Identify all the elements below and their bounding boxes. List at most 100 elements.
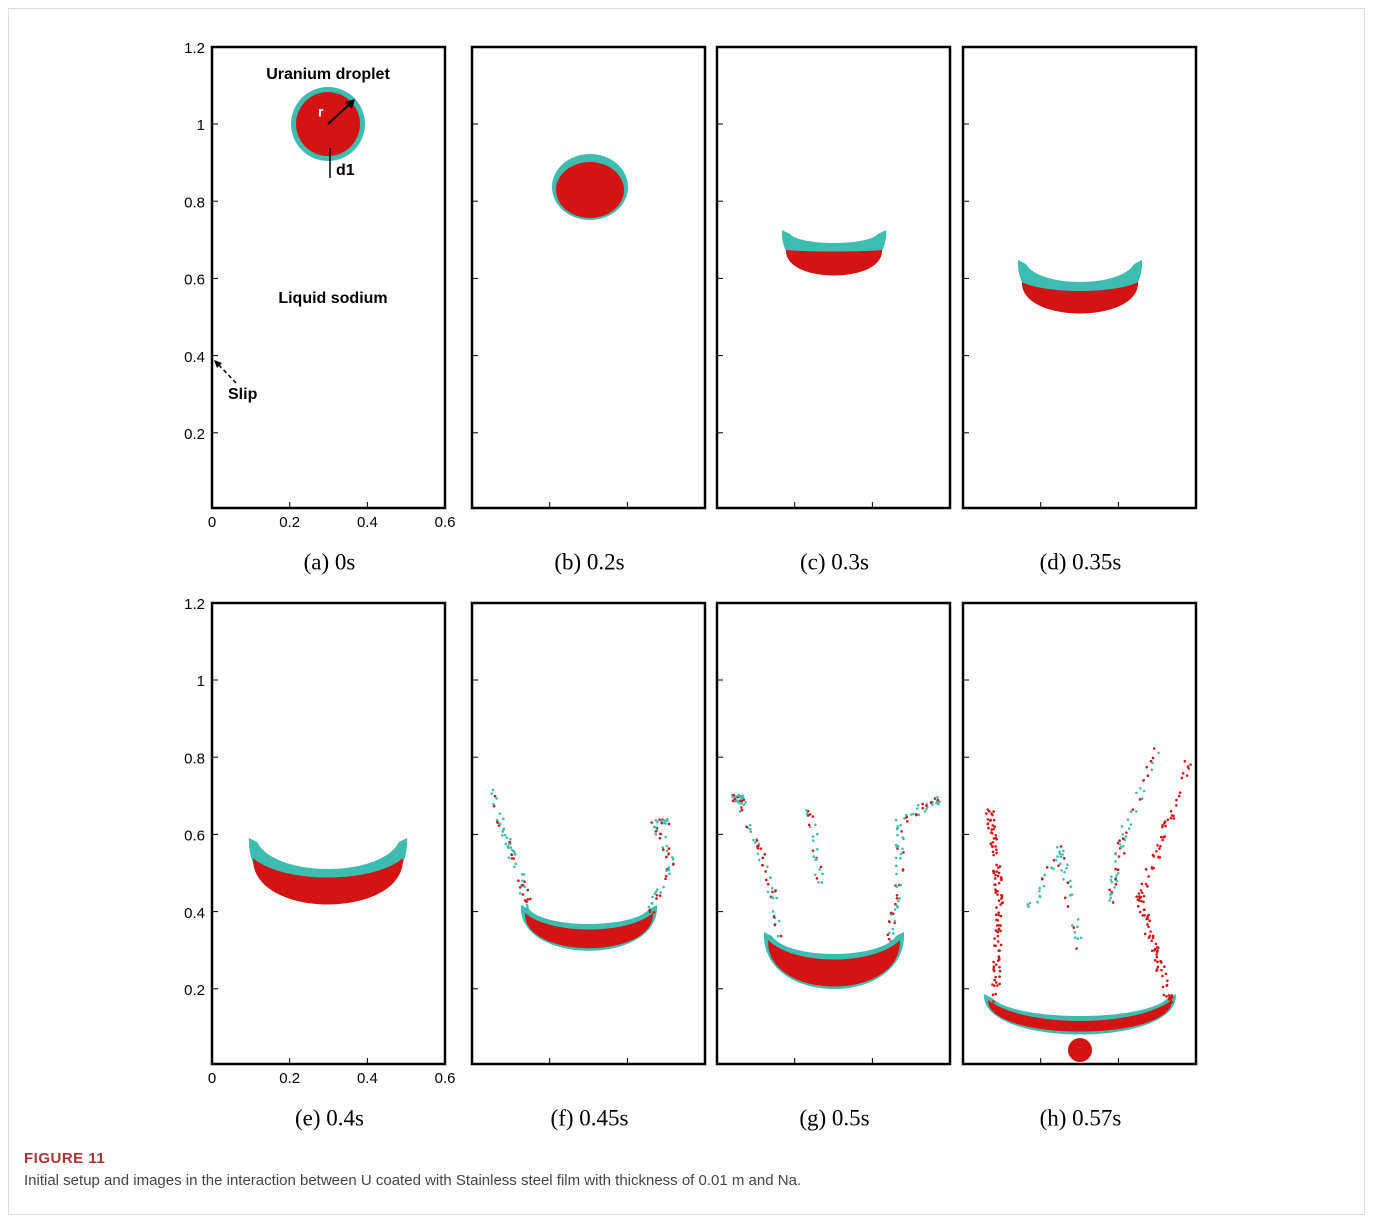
fragment bbox=[1110, 875, 1113, 878]
fragment bbox=[665, 856, 668, 859]
x-tick-label: 0.6 bbox=[435, 1070, 456, 1087]
x-tick-label: 0.2 bbox=[279, 1070, 300, 1087]
fragment bbox=[1164, 820, 1167, 823]
fragment bbox=[906, 820, 909, 823]
fragment bbox=[668, 823, 671, 826]
fragment bbox=[665, 875, 668, 878]
fragment bbox=[1154, 959, 1157, 962]
fragment bbox=[1157, 946, 1160, 949]
fragment bbox=[1143, 895, 1146, 898]
x-tick-label: 0 bbox=[208, 514, 216, 531]
fragment bbox=[995, 981, 998, 984]
fragment bbox=[1110, 879, 1113, 882]
fragment bbox=[901, 848, 904, 851]
fragment bbox=[1073, 931, 1076, 934]
fragment bbox=[1001, 896, 1004, 899]
fragment bbox=[668, 873, 671, 876]
fragment bbox=[995, 963, 998, 966]
fragment bbox=[991, 846, 994, 849]
fragment bbox=[1116, 880, 1119, 883]
fragment bbox=[506, 836, 509, 839]
fragment bbox=[1152, 937, 1155, 940]
fragment bbox=[752, 839, 755, 842]
fragment bbox=[1147, 914, 1150, 917]
fragment bbox=[740, 802, 743, 805]
fragment bbox=[1000, 944, 1003, 947]
fragment bbox=[1062, 850, 1065, 853]
fragment bbox=[778, 920, 781, 923]
fragment bbox=[499, 812, 502, 815]
fragment bbox=[664, 819, 667, 822]
fragment bbox=[1146, 885, 1149, 888]
fragment bbox=[1143, 790, 1146, 793]
fragment bbox=[995, 906, 998, 909]
fragment bbox=[910, 813, 913, 816]
fragment bbox=[744, 801, 747, 804]
fragment bbox=[934, 797, 937, 800]
droplet bbox=[988, 1000, 1172, 1032]
annotation: d1 bbox=[336, 162, 355, 179]
fragment bbox=[1135, 792, 1138, 795]
fragment bbox=[815, 858, 818, 861]
fragment bbox=[1170, 817, 1173, 820]
fragment bbox=[987, 823, 990, 826]
fragment bbox=[1171, 814, 1174, 817]
fragment bbox=[507, 845, 510, 848]
fragment bbox=[1108, 899, 1111, 902]
fragment bbox=[757, 844, 760, 847]
fragment bbox=[651, 902, 654, 905]
fragment bbox=[996, 924, 999, 927]
fragment bbox=[995, 870, 998, 873]
fragment bbox=[648, 906, 651, 909]
fragment bbox=[756, 839, 759, 842]
fragment bbox=[997, 931, 1000, 934]
fragment bbox=[745, 825, 748, 828]
y-tick-label: 0.2 bbox=[184, 982, 205, 999]
fragment bbox=[989, 843, 992, 846]
fragment bbox=[668, 847, 671, 850]
panel-caption: (d) 0.35s bbox=[1040, 549, 1122, 574]
fragment bbox=[892, 928, 895, 931]
fragment bbox=[1162, 986, 1165, 989]
fragment bbox=[1122, 837, 1125, 840]
fragment bbox=[896, 846, 899, 849]
fragment bbox=[1052, 868, 1055, 871]
fragment bbox=[1060, 869, 1063, 872]
fragment bbox=[895, 865, 898, 868]
fragment bbox=[1151, 949, 1154, 952]
fragment bbox=[495, 797, 498, 800]
fragment bbox=[812, 849, 815, 852]
fragment bbox=[526, 889, 529, 892]
fragment bbox=[501, 834, 504, 837]
fragment bbox=[1002, 901, 1005, 904]
fragment bbox=[1075, 947, 1078, 950]
x-tick-label: 0.4 bbox=[357, 1070, 378, 1087]
fragment bbox=[1147, 774, 1150, 777]
fragment bbox=[921, 803, 924, 806]
fragment bbox=[1153, 855, 1156, 858]
fragment bbox=[812, 835, 815, 838]
fragment bbox=[665, 845, 668, 848]
fragment bbox=[992, 851, 995, 854]
annotation: Liquid sodium bbox=[278, 290, 387, 307]
fragment bbox=[1130, 823, 1133, 826]
fragment bbox=[492, 803, 495, 806]
fragment bbox=[661, 820, 664, 823]
fragment bbox=[1158, 847, 1161, 850]
fragment bbox=[905, 814, 908, 817]
fragment bbox=[519, 892, 522, 895]
fragment bbox=[1065, 867, 1068, 870]
panel-frame bbox=[472, 47, 705, 508]
fragment bbox=[892, 932, 895, 935]
fragment bbox=[992, 965, 995, 968]
droplet bbox=[786, 250, 882, 276]
fragment bbox=[1184, 760, 1187, 763]
fragment bbox=[1063, 857, 1066, 860]
fragment bbox=[1066, 863, 1069, 866]
fragment bbox=[1069, 880, 1072, 883]
fragment bbox=[517, 879, 520, 882]
panel-frame bbox=[472, 603, 705, 1064]
fragment bbox=[816, 848, 819, 851]
annotation: Uranium droplet bbox=[266, 66, 390, 83]
fragment bbox=[659, 891, 662, 894]
